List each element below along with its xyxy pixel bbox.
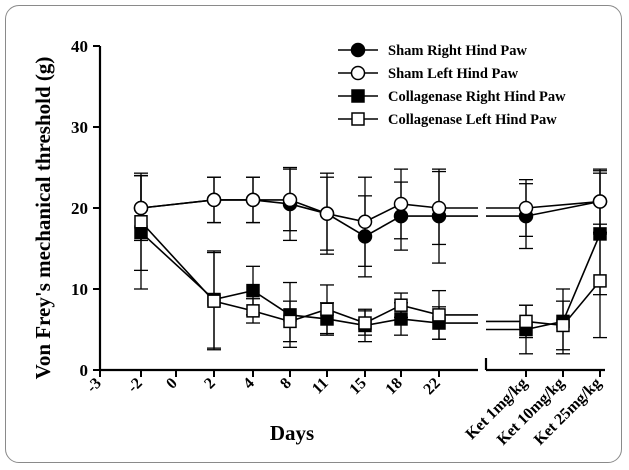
data-point [320, 302, 334, 316]
data-point [206, 192, 222, 208]
data-point [282, 192, 298, 208]
data-point [592, 194, 608, 209]
legend-label: Sham Left Hind Paw [388, 66, 519, 82]
series-line-main [140, 199, 478, 223]
y-axis-label: Von Frey's mechanical threshold (g) [31, 57, 55, 380]
series-line-main [140, 221, 478, 324]
series-line-main [140, 199, 478, 238]
data-point [393, 208, 409, 224]
series-line-ket [486, 233, 601, 331]
x-tick-label: 0 [163, 375, 181, 393]
y-tick-label: 40 [71, 37, 88, 56]
data-point [358, 316, 372, 330]
x-tick-label: 8 [277, 375, 295, 393]
data-point [432, 308, 446, 322]
data-point [246, 283, 260, 298]
x-tick-label: 4 [240, 375, 258, 393]
data-point [351, 89, 365, 103]
data-point [319, 206, 335, 221]
data-point [556, 318, 570, 333]
series-3-markers [134, 215, 607, 333]
data-point [593, 227, 607, 241]
x-tick-label: 22 [420, 375, 443, 398]
plot-area [133, 166, 608, 355]
data-point [394, 298, 408, 312]
data-point [393, 196, 409, 212]
y-tick-label: 10 [71, 280, 88, 299]
legend-label: Collagenase Right Hind Paw [388, 89, 566, 105]
figure-frame [5, 5, 622, 463]
data-point [134, 215, 148, 229]
x-axis-label: Days [270, 421, 314, 445]
data-point [357, 214, 373, 230]
series-1-markers [133, 192, 608, 230]
data-point [350, 65, 366, 81]
legend-label: Sham Right Hind Paw [388, 43, 528, 59]
legend: Sham Right Hind Paw Sham Left Hind Paw Col… [338, 42, 566, 128]
data-point [593, 274, 607, 288]
y-tick-label: 0 [80, 361, 89, 380]
data-point [350, 42, 366, 58]
data-point [207, 294, 221, 308]
x-tick-label: 2 [201, 375, 219, 393]
y-tick-label: 30 [71, 118, 88, 137]
x-tick-label: 11 [309, 375, 332, 398]
data-point [246, 304, 260, 318]
data-point [357, 229, 373, 244]
data-point [431, 200, 447, 216]
series-line-ket [486, 280, 601, 327]
data-point [245, 192, 261, 208]
legend-label: Collagenase Left Hind Paw [388, 112, 557, 128]
data-point [133, 200, 149, 216]
y-tick-label: 20 [71, 199, 88, 218]
x-tick-label: 15 [346, 375, 369, 398]
data-point [394, 312, 408, 326]
data-point [519, 314, 533, 329]
data-point [351, 112, 365, 126]
x-tick-label: -2 [124, 375, 145, 396]
data-point [283, 314, 297, 329]
y-ticks: 0 10 20 30 40 [71, 37, 100, 380]
x-tick-label: 18 [382, 375, 405, 398]
data-point [518, 200, 534, 216]
